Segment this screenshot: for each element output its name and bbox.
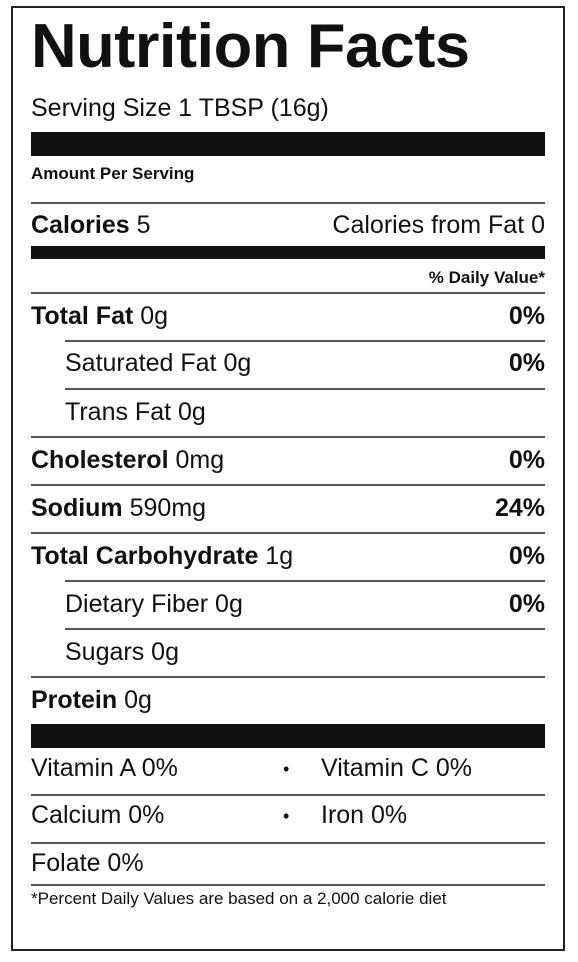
nutrient-row-sodium: Sodium 590mg 24% xyxy=(31,488,545,528)
iron: Iron 0% xyxy=(321,801,408,829)
bullet-separator: • xyxy=(283,759,290,779)
nutrient-amount: 1g xyxy=(265,541,294,570)
nutrient-name: Cholesterol xyxy=(31,445,169,474)
nutrient-daily-value: 24% xyxy=(494,493,545,522)
divider xyxy=(31,884,545,886)
folate: Folate 0% xyxy=(31,849,144,877)
divider xyxy=(65,388,545,390)
calcium: Calcium 0% xyxy=(31,801,165,829)
nutrient-name: Total Fat xyxy=(31,301,134,330)
nutrient-name: Saturated Fat xyxy=(65,348,217,377)
divider xyxy=(31,794,545,796)
nutrient-row-total-carbohydrate: Total Carbohydrate 1g 0% xyxy=(31,536,545,576)
nutrient-name: Sugars xyxy=(65,637,145,666)
thick-divider xyxy=(31,132,545,156)
nutrient-amount: 0g xyxy=(151,637,179,666)
nutrient-row-sugars: Sugars 0g xyxy=(65,632,545,672)
divider xyxy=(31,484,545,486)
amount-per-serving-row: Amount Per Serving xyxy=(31,154,545,194)
nutrient-daily-value: 0% xyxy=(508,541,545,570)
divider xyxy=(31,842,545,844)
nutrient-amount: 0g xyxy=(178,397,206,426)
vitamin-a: Vitamin A 0% xyxy=(31,754,178,782)
nutrient-daily-value: 0% xyxy=(508,445,545,474)
calories-from-fat-value: 0 xyxy=(531,210,545,239)
divider xyxy=(65,580,545,582)
nutrient-amount: 0g xyxy=(140,301,169,330)
divider xyxy=(65,340,545,342)
nutrient-amount: 590mg xyxy=(129,493,207,522)
calories-label: Calories xyxy=(31,210,130,239)
label-title: Nutrition Facts xyxy=(31,12,470,81)
serving-size: Serving Size 1 TBSP (16g) xyxy=(31,94,329,122)
nutrient-row-trans-fat: Trans Fat 0g xyxy=(65,392,545,432)
divider xyxy=(31,202,545,204)
nutrient-row-total-fat: Total Fat 0g 0% xyxy=(31,296,545,336)
nutrient-daily-value: 0% xyxy=(508,589,545,618)
nutrition-label: Nutrition Facts Serving Size 1 TBSP (16g… xyxy=(11,6,565,951)
nutrient-name: Trans Fat xyxy=(65,397,172,426)
footnote: *Percent Daily Values are based on a 2,0… xyxy=(31,889,447,908)
divider xyxy=(65,628,545,630)
daily-value-header: % Daily Value* xyxy=(428,268,545,287)
nutrient-amount: 0g xyxy=(215,589,243,618)
nutrient-row-cholesterol: Cholesterol 0mg 0% xyxy=(31,440,545,480)
divider xyxy=(31,532,545,534)
nutrient-name: Sodium xyxy=(31,493,123,522)
nutrient-amount: 0g xyxy=(124,685,152,714)
divider xyxy=(31,292,545,294)
nutrient-daily-value: 0% xyxy=(508,348,545,377)
medium-divider xyxy=(31,246,545,259)
nutrient-daily-value: 0% xyxy=(508,301,545,330)
thick-divider xyxy=(31,724,545,748)
nutrient-amount: 0mg xyxy=(175,445,225,474)
vitamin-c: Vitamin C 0% xyxy=(321,754,472,782)
calories-row: Calories 5 Calories from Fat 0 xyxy=(31,205,545,245)
bullet-separator: • xyxy=(283,806,290,826)
nutrient-amount: 0g xyxy=(223,348,252,377)
nutrient-row-protein: Protein 0g xyxy=(31,680,545,720)
nutrient-name: Protein xyxy=(31,685,118,714)
nutrient-row-dietary-fiber: Dietary Fiber 0g 0% xyxy=(65,584,545,624)
amount-per-serving: Amount Per Serving xyxy=(31,164,195,183)
daily-value-header-row: % Daily Value* xyxy=(31,258,545,298)
nutrition-label-content: Nutrition Facts Serving Size 1 TBSP (16g… xyxy=(31,8,545,949)
calories-value: 5 xyxy=(136,210,151,239)
nutrient-name: Total Carbohydrate xyxy=(31,541,259,570)
nutrient-row-saturated-fat: Saturated Fat 0g 0% xyxy=(65,343,545,383)
divider xyxy=(31,676,545,678)
divider xyxy=(31,436,545,438)
nutrient-name: Dietary Fiber xyxy=(65,589,209,618)
calories-from-fat-label: Calories from Fat xyxy=(332,210,525,239)
